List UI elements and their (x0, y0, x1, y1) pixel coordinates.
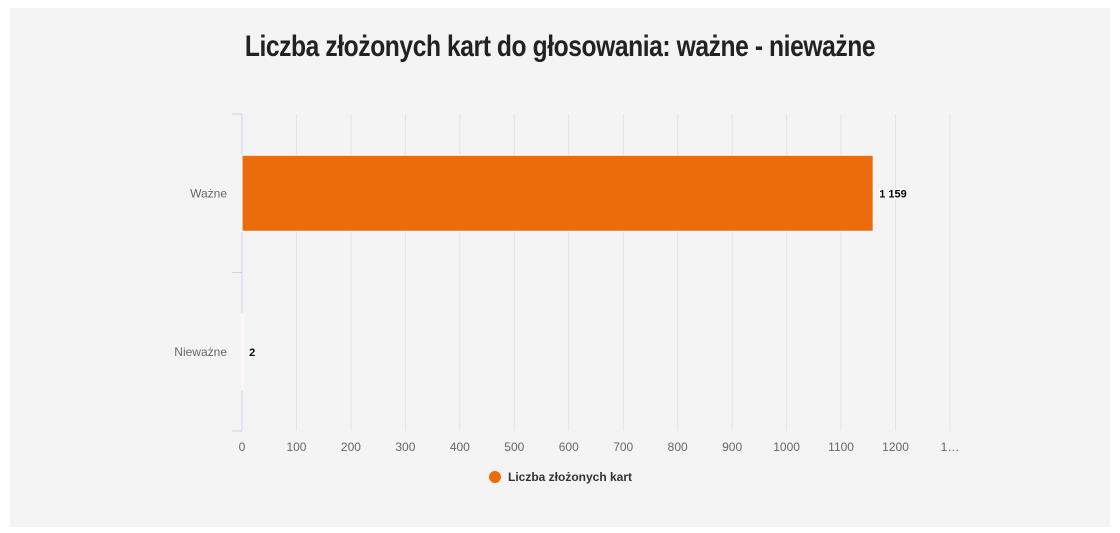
x-tick-label: 1… (941, 440, 960, 454)
x-tick-label: 800 (668, 440, 688, 454)
data-label: 1 159 (879, 188, 907, 200)
chart-title: Liczba złożonych kart do głosowania: waż… (244, 30, 876, 63)
data-label: 2 (249, 347, 255, 359)
legend-label: Liczba złożonych kart (508, 470, 633, 484)
bar (241, 313, 244, 391)
chart-panel (10, 8, 1110, 527)
x-tick-label: 400 (450, 440, 470, 454)
category-label: Ważne (190, 186, 227, 200)
x-tick-label: 300 (395, 440, 415, 454)
legend-marker-icon (489, 471, 501, 483)
legend-item[interactable]: Liczba złożonych kart (489, 470, 632, 484)
category-label: Nieważne (174, 345, 227, 359)
x-tick-label: 500 (504, 440, 524, 454)
x-tick-label: 200 (341, 440, 361, 454)
x-tick-label: 100 (286, 440, 306, 454)
bar (241, 154, 874, 232)
x-tick-label: 1100 (828, 440, 854, 454)
x-tick-label: 600 (559, 440, 579, 454)
x-tick-label: 1200 (882, 440, 909, 454)
x-tick-label: 1000 (773, 440, 800, 454)
x-tick-label: 900 (722, 440, 742, 454)
x-tick-label: 0 (239, 440, 246, 454)
x-tick-label: 700 (613, 440, 633, 454)
